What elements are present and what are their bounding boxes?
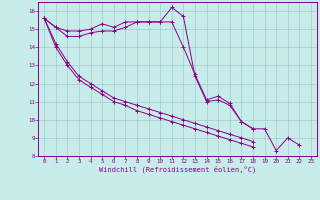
X-axis label: Windchill (Refroidissement éolien,°C): Windchill (Refroidissement éolien,°C) <box>99 166 256 173</box>
